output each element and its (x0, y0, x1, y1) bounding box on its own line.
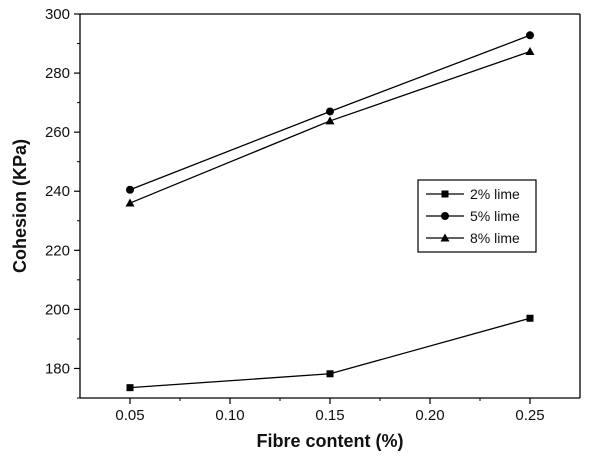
y-tick-label: 300 (45, 6, 70, 23)
legend-items: 2% lime 5% lime 8% lime (426, 186, 520, 246)
data-point-circle (126, 185, 134, 194)
series-layer (125, 31, 535, 392)
data-point-triangle (325, 116, 335, 125)
x-tick-label: 0.15 (315, 407, 344, 424)
y-axis-title: Cohesion (KPa) (10, 139, 30, 273)
y-tick-label: 280 (45, 65, 70, 82)
y-tick-label: 220 (45, 242, 70, 259)
x-tick-label: 0.10 (215, 407, 244, 424)
y-tick-label: 180 (45, 360, 70, 377)
data-point-circle (326, 107, 334, 116)
data-point-square (526, 314, 534, 322)
series-2-lime (126, 314, 534, 392)
data-point-square (326, 370, 334, 378)
legend-label: 8% lime (470, 230, 520, 246)
y-axis-ticks: 180 200 220 240 260 280 300 (45, 6, 80, 399)
legend-label: 2% lime (470, 186, 520, 202)
y-tick-label: 200 (45, 301, 70, 318)
x-axis-ticks: 0.05 0.10 0.15 0.20 0.25 (115, 398, 545, 424)
series-8-lime (125, 47, 535, 207)
x-tick-label: 0.25 (515, 407, 544, 424)
legend: 2% lime 5% lime 8% lime (417, 179, 537, 253)
x-tick-label: 0.05 (115, 407, 144, 424)
legend-marker-square (441, 190, 449, 198)
legend-marker-triangle (440, 233, 450, 242)
data-point-triangle (525, 47, 535, 56)
series-5-lime (126, 31, 534, 194)
y-tick-label: 260 (45, 124, 70, 141)
data-point-circle (526, 31, 534, 40)
y-tick-label: 240 (45, 183, 70, 200)
x-axis-title: Fibre content (%) (257, 431, 404, 451)
legend-marker-circle (441, 212, 449, 220)
legend-label: 5% lime (470, 208, 520, 224)
data-point-triangle (125, 198, 135, 207)
x-tick-label: 0.20 (415, 407, 444, 424)
data-point-square (126, 384, 134, 392)
